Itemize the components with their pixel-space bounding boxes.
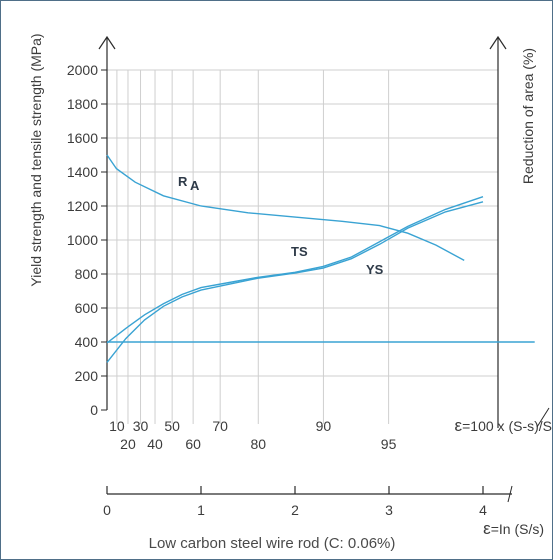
reduction-axis-label: ε=100 x (S-s)/S	[455, 416, 552, 435]
reduction-tick-label-bottom: 80	[250, 436, 266, 452]
reduction-tick-label-top: 30	[133, 418, 149, 434]
y-tick-label: 0	[90, 402, 98, 418]
y-axis-left-arrow	[98, 35, 116, 50]
y-axis-left-label: Yield strength and tensile strength (MPa…	[28, 33, 44, 286]
series-line	[106, 196, 484, 344]
y-tick-label: 200	[75, 368, 99, 384]
strain-tick-label: 3	[385, 502, 393, 518]
series-label-ra-sub: A	[190, 178, 200, 193]
grid	[107, 69, 498, 424]
reduction-tick-label-top: 10	[109, 418, 125, 434]
strain-axis-break	[507, 485, 513, 503]
reduction-tick-label-bottom: 60	[185, 436, 201, 452]
y-tick-label: 1600	[67, 130, 98, 146]
y-axis-right-label: Reduction of area (%)	[520, 48, 536, 184]
strain-tick-label: 2	[291, 502, 299, 518]
reduction-tick-label-top: 50	[164, 418, 180, 434]
series-label-ts: TS	[291, 244, 308, 259]
y-ticks: 0 200 400 600 800 1000 1200 1400 1600 1800 2000	[67, 62, 107, 418]
reduction-tick-label-bottom: 95	[381, 436, 397, 452]
strain-axis: 0 1 2 3 4ε=In (S/s)	[103, 485, 544, 538]
series-line	[106, 154, 465, 262]
y-tick-label: 1200	[67, 198, 98, 214]
strain-axis-formula: =In (S/s)	[491, 521, 544, 537]
reduction-axis-formula: =100 x (S-s)/S	[462, 418, 552, 434]
y-tick-label: 800	[75, 266, 99, 282]
y-tick-label: 1400	[67, 164, 98, 180]
reduction-axis: 10 30 50 70 90 20 40 60 80 95 ε=100 x (S-s)/S	[109, 407, 552, 452]
series-label-ys: YS	[366, 262, 384, 277]
chart-caption: Low carbon steel wire rod (C: 0.06%)	[149, 535, 396, 552]
reduction-tick-label-bottom: 40	[147, 436, 163, 452]
strain-tick-label: 0	[103, 502, 111, 518]
reduction-tick-label-top: 70	[212, 418, 228, 434]
y-tick-label: 1000	[67, 232, 98, 248]
reduction-tick-label-top: 90	[316, 418, 332, 434]
reduction-tick-label-bottom: 20	[120, 436, 136, 452]
y-tick-label: 2000	[67, 62, 98, 78]
y-axis-right-arrow	[489, 35, 507, 50]
y-tick-label: 400	[75, 334, 99, 350]
epsilon-symbol: ε	[455, 416, 463, 435]
series-line	[106, 201, 484, 363]
series-label-ra: R	[178, 174, 188, 189]
y-tick-label: 1800	[67, 96, 98, 112]
series-group: R A TS YS	[106, 154, 535, 363]
reduction-axis-slash	[536, 407, 550, 428]
y-tick-label: 600	[75, 300, 99, 316]
axes	[98, 35, 507, 428]
strain-tick-label: 1	[197, 502, 205, 518]
strain-axis-label: ε=In (S/s)	[483, 519, 544, 538]
epsilon-symbol: ε	[483, 519, 491, 538]
strain-tick-label: 4	[479, 502, 487, 518]
